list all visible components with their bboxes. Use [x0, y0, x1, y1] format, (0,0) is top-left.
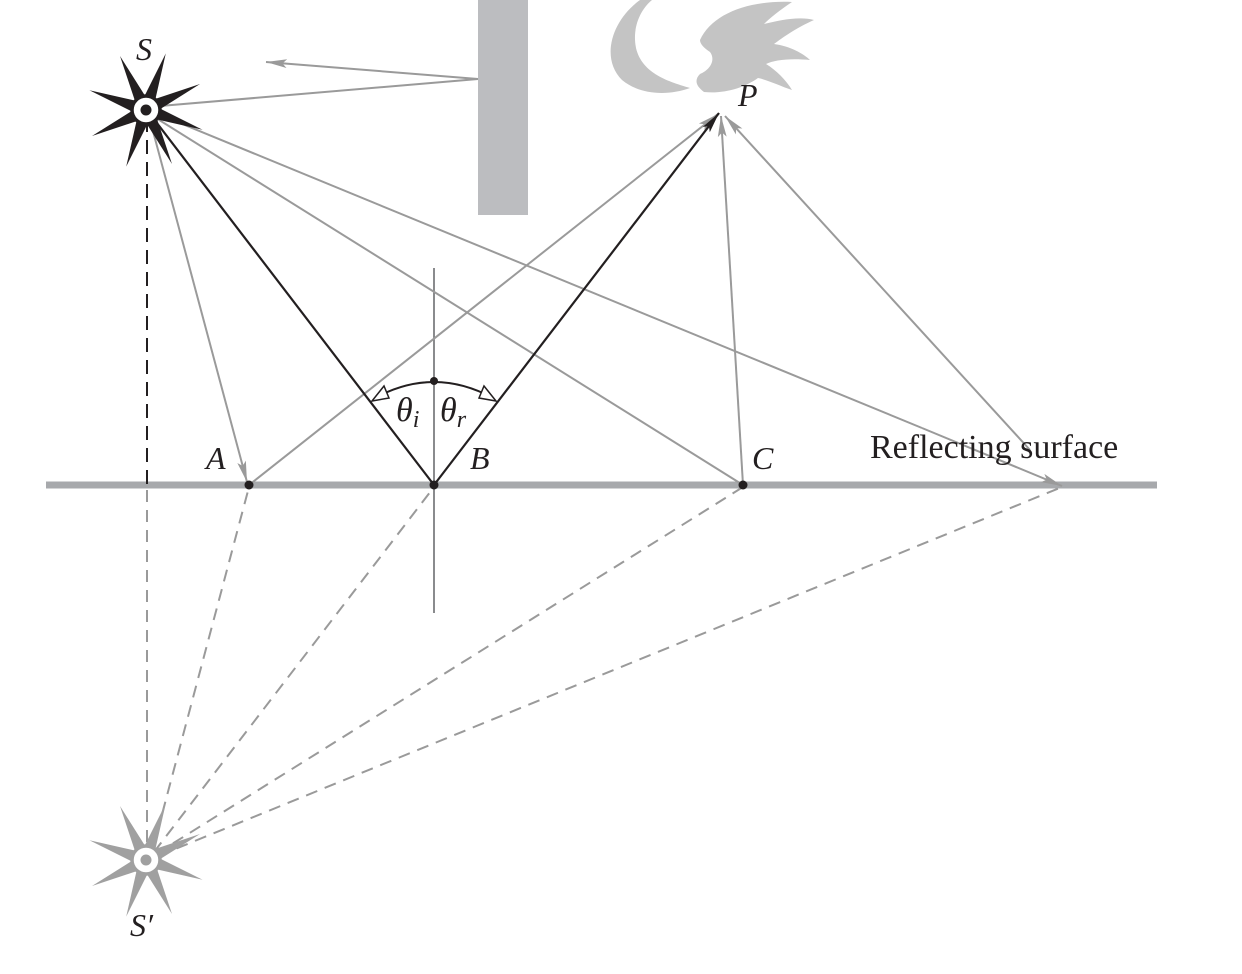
normal-point [430, 377, 438, 385]
ray-s-to-a [149, 119, 248, 483]
label-reflecting-surface: Reflecting surface [870, 429, 1118, 466]
ray-a-to-p [248, 113, 719, 486]
reflected-rays [248, 113, 1031, 486]
theta-i-subscript: i [413, 407, 420, 433]
label-reflection-angle: θr [440, 392, 467, 433]
ray-screen-deflect [265, 59, 479, 80]
ray-s-to-b [149, 113, 435, 486]
virtual-rays [151, 486, 1063, 857]
ray-b-to-p [433, 112, 720, 486]
theta-r-subscript: r [457, 407, 467, 433]
label-image-source: S′ [130, 907, 154, 943]
label-observer: P [737, 77, 758, 113]
ray-s-to-screen [159, 78, 479, 107]
label-source: S [136, 31, 152, 67]
theta-i-symbol: θ [396, 392, 413, 429]
principal-ray [149, 112, 720, 486]
source-star-icon [89, 53, 203, 167]
arc-arrowhead-right [477, 384, 498, 403]
ray-far-to-p [724, 115, 1031, 451]
ray-s-to-label [157, 113, 923, 429]
image-star-icon [89, 803, 203, 917]
ray-s-to-c [155, 117, 744, 486]
label-point-c: C [752, 440, 774, 476]
label-incidence-angle: θi [396, 392, 419, 433]
label-point-b: B [470, 440, 490, 476]
point-c-dot [738, 480, 748, 490]
ray-to-surface-end [921, 427, 1063, 487]
point-b-dot [429, 480, 439, 490]
incident-rays [149, 59, 923, 486]
watermark-logo [610, 0, 814, 93]
arc-arrowhead-left [370, 384, 391, 403]
point-a-dot [244, 480, 254, 490]
label-point-a: A [204, 440, 226, 476]
blocking-screen [478, 0, 528, 215]
ray-c-to-p [717, 115, 744, 486]
theta-r-symbol: θ [440, 392, 457, 429]
